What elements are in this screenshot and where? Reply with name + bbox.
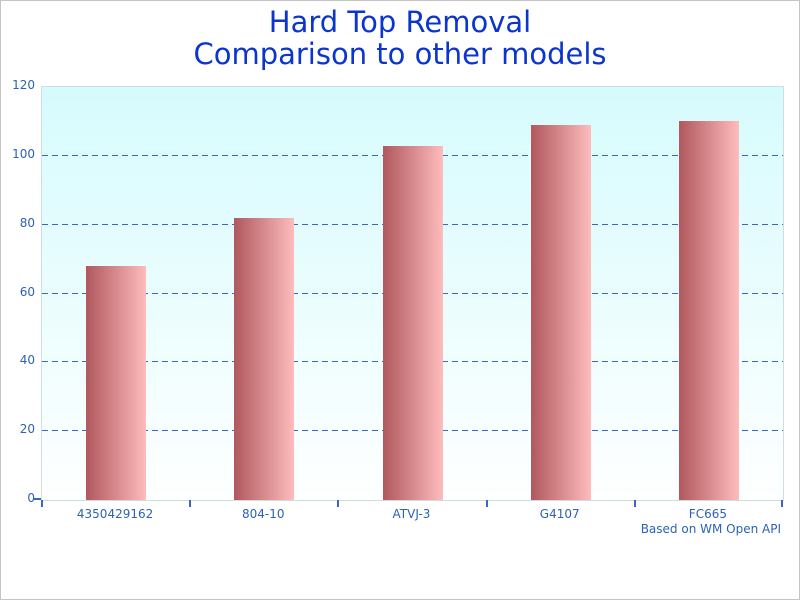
y-tick-label-40: 40 xyxy=(19,353,35,368)
chart-title-line1: Hard Top Removal xyxy=(268,5,532,39)
y-tick-label-100: 100 xyxy=(12,146,35,161)
x-axis-tick-0 xyxy=(41,500,43,507)
bar-FC665 xyxy=(678,121,739,500)
x-tick-label-4350429162: 4350429162 xyxy=(76,507,154,521)
plot-area xyxy=(41,86,784,501)
y-tick-label-80: 80 xyxy=(19,215,35,230)
x-axis-tick-2 xyxy=(337,500,340,507)
y-tick-label-0: 0 xyxy=(27,491,35,505)
x-tick-label-804-10: 804-10 xyxy=(242,507,285,521)
y-axis-tick-0 xyxy=(34,498,41,500)
x-axis-tick-1 xyxy=(189,500,192,507)
x-axis-tick-3 xyxy=(485,500,488,507)
y-tick-label-60: 60 xyxy=(19,284,35,299)
chart-title-line2: Comparison to other models xyxy=(193,37,607,71)
chart-title: Hard Top Removal Comparison to other mod… xyxy=(1,6,799,70)
x-axis-tick-4 xyxy=(633,500,636,507)
x-axis-tick-5 xyxy=(781,500,783,507)
bar-ATVJ-3 xyxy=(382,145,443,500)
x-tick-label-FC665: FC665 xyxy=(688,507,727,521)
bar-4350429162 xyxy=(86,265,147,500)
bar-G4107 xyxy=(530,124,591,500)
y-tick-label-20: 20 xyxy=(19,422,35,437)
bar-804-10 xyxy=(234,217,295,500)
y-tick-label-120: 120 xyxy=(12,78,35,92)
chart-footnote: Based on WM Open API xyxy=(640,522,781,536)
x-tick-label-ATVJ-3: ATVJ-3 xyxy=(392,507,431,521)
x-tick-label-G4107: G4107 xyxy=(539,507,580,521)
